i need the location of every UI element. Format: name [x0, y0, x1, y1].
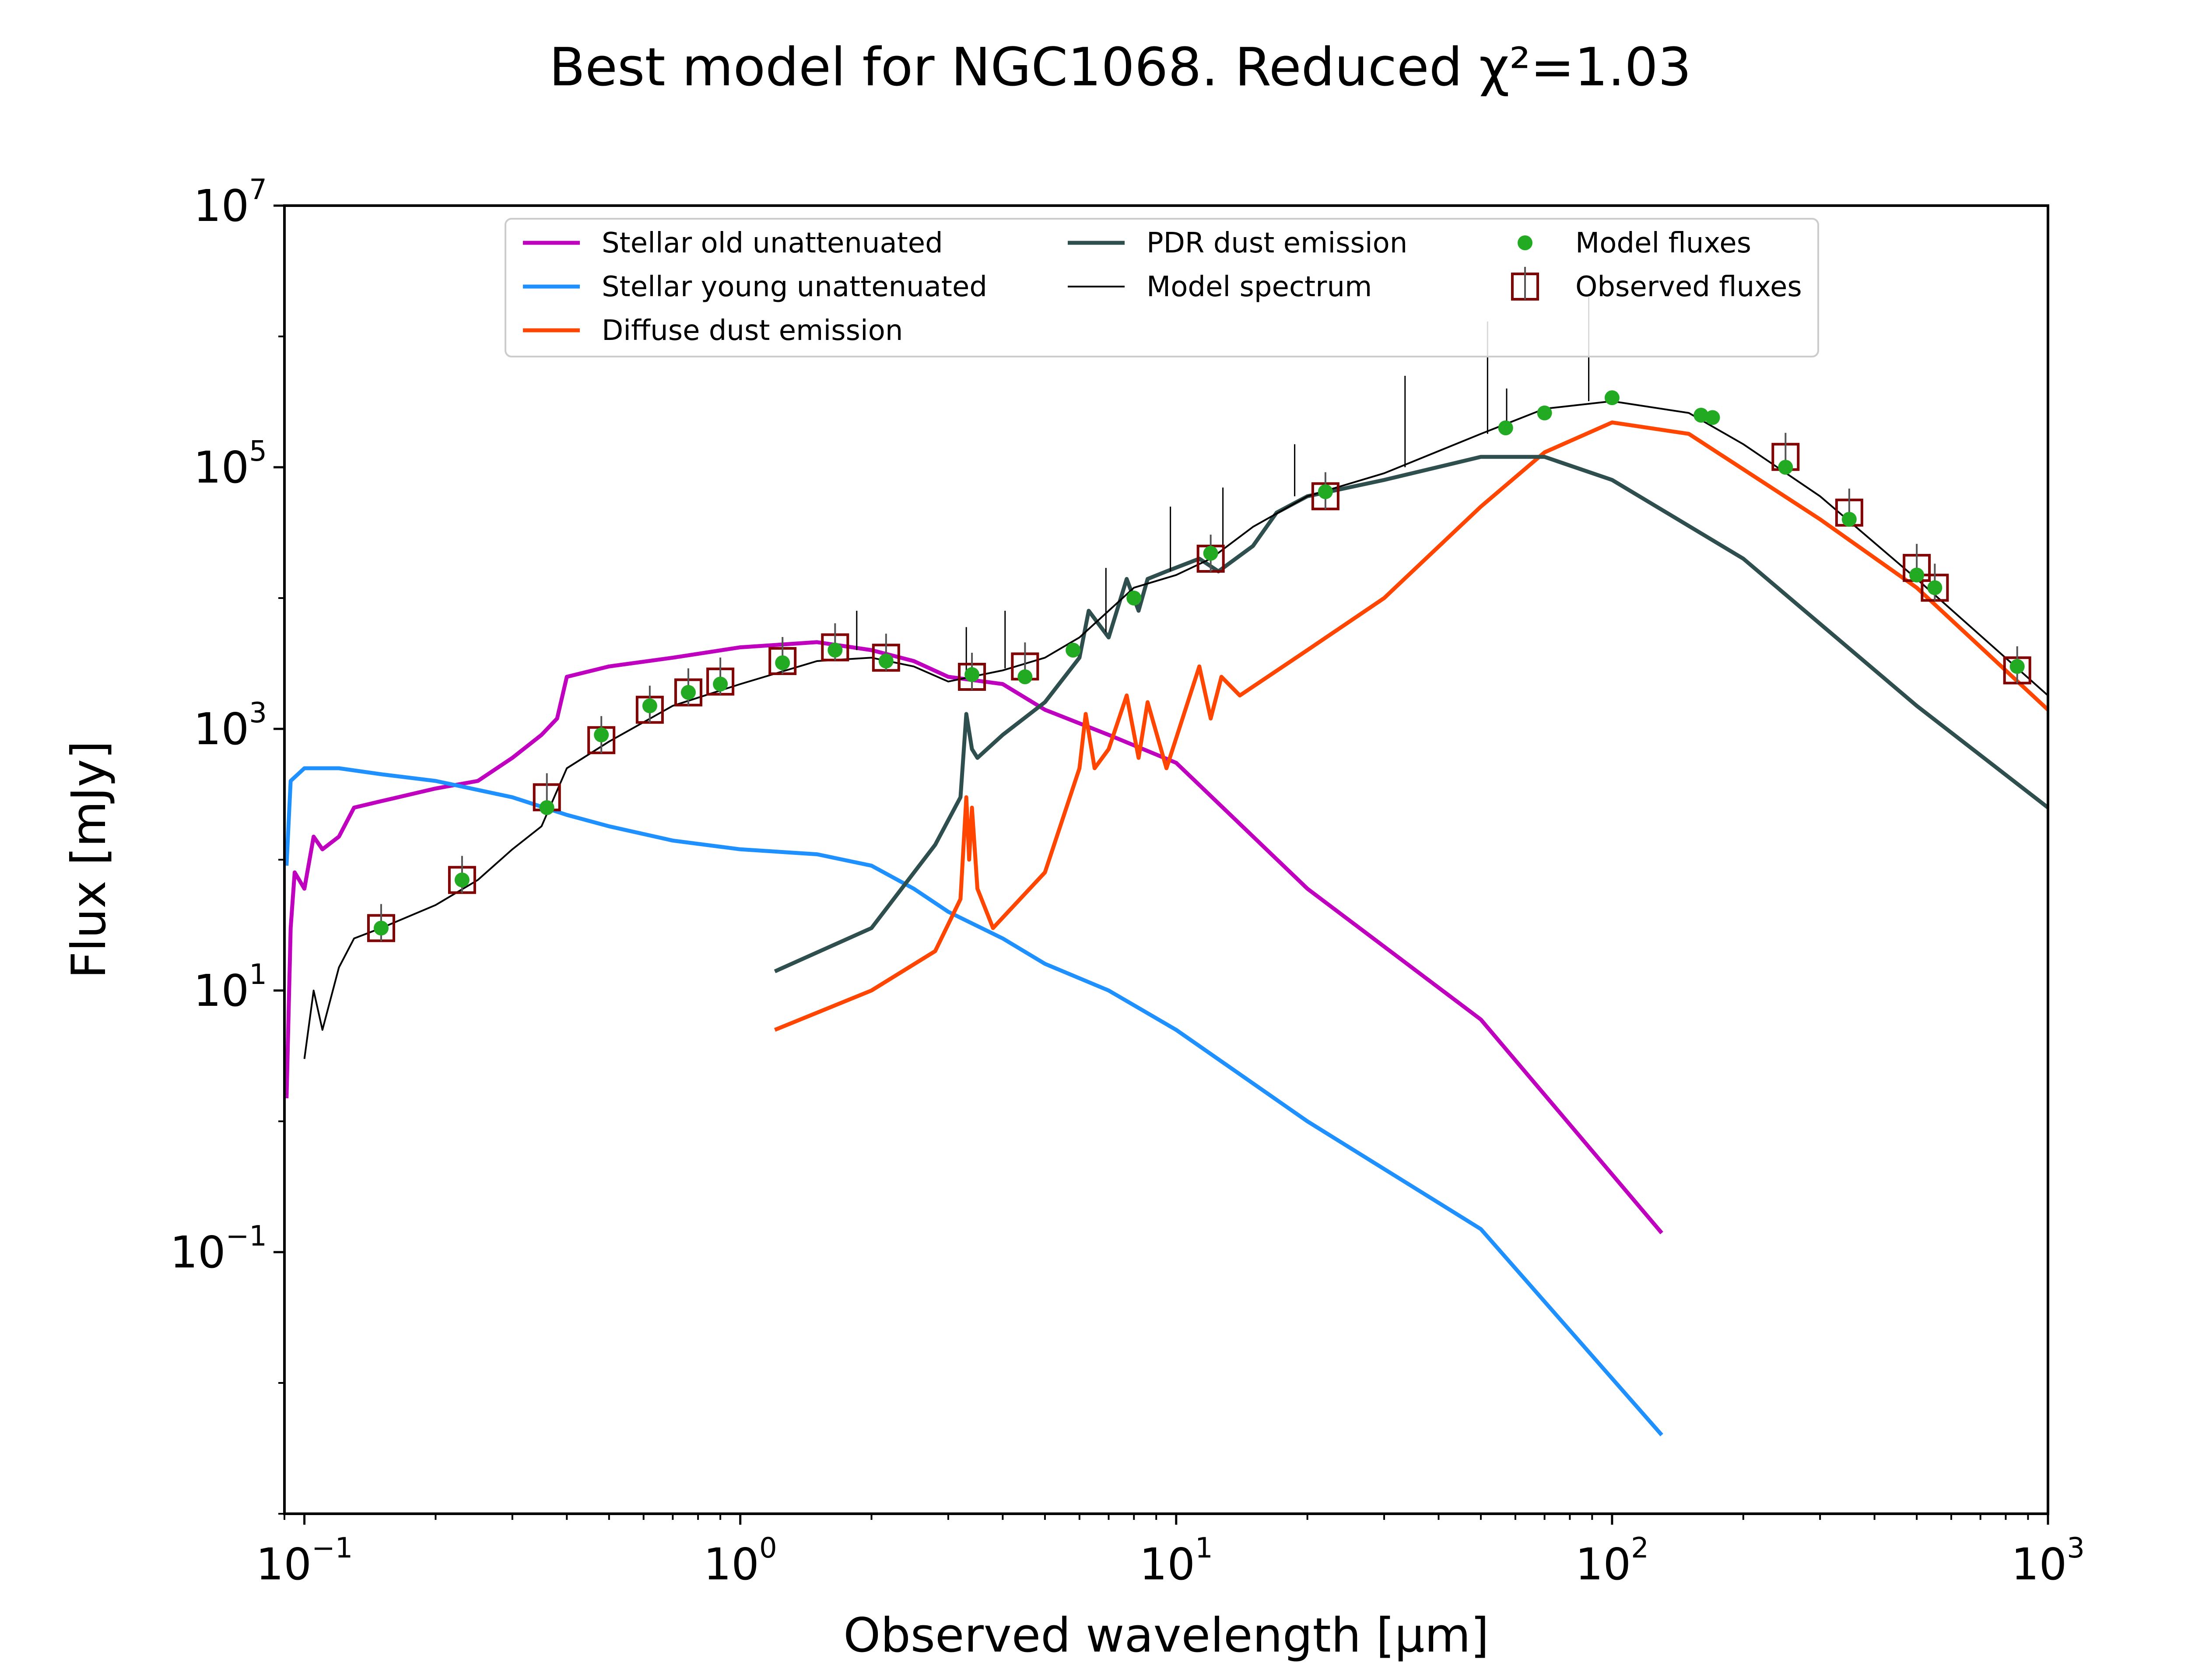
model-flux-point — [680, 685, 696, 700]
legend-label: Diffuse dust emission — [602, 315, 903, 347]
legend-label: Observed fluxes — [1575, 271, 1802, 303]
model-flux-point — [1017, 669, 1033, 685]
model-flux-point — [594, 727, 609, 742]
model-flux-point — [775, 655, 790, 670]
model-flux-point — [1066, 642, 1081, 658]
model-flux-point — [1537, 405, 1552, 420]
model-flux-point — [642, 698, 657, 714]
model-flux-point — [878, 653, 894, 668]
legend-item-stellar-old-unattenuated: Stellar old unattenuated — [523, 227, 943, 259]
y-tick-label: 103 — [193, 697, 267, 755]
legend-item-stellar-young-unattenuated: Stellar young unattenuated — [523, 271, 987, 303]
model-flux-point — [1203, 546, 1218, 561]
legend-box — [505, 218, 1819, 357]
series-diffuse-dust-emission — [774, 420, 2048, 1032]
model-flux-point — [454, 872, 470, 888]
model-flux-point — [1778, 460, 1793, 475]
plot-area — [283, 204, 2049, 1515]
model-flux-point — [964, 667, 980, 682]
x-axis: 10−1 100 101 102 103 — [256, 1514, 2085, 1590]
series-model-spectrum — [303, 400, 2048, 1059]
model-flux-point — [373, 920, 389, 936]
legend-item-pdr-dust-emission: PDR dust emission — [1068, 227, 1407, 259]
legend-item-diffuse-dust-emission: Diffuse dust emission — [523, 315, 903, 347]
model-flux-point — [1126, 591, 1142, 606]
model-flux-point — [1604, 390, 1620, 406]
legend-label: Stellar old unattenuated — [602, 227, 943, 259]
model-flux-point — [1841, 511, 1857, 527]
legend-items: Stellar old unattenuated Stellar young un… — [523, 227, 1802, 347]
series-stellar-young-unattenuated — [284, 766, 1663, 1436]
legend-swatch — [1518, 235, 1532, 250]
model-flux-point — [828, 642, 843, 658]
marker-layer — [367, 390, 2031, 942]
legend-item-model-fluxes: Model fluxes — [1518, 227, 1751, 259]
legend-label: PDR dust emission — [1147, 227, 1407, 259]
model-flux-point — [1705, 410, 1720, 425]
model-flux-point — [713, 676, 728, 692]
legend-label: Model fluxes — [1575, 227, 1751, 259]
legend-label: Stellar young unattenuated — [602, 271, 987, 303]
model-flux-point — [1694, 408, 1709, 423]
series-stellar-old-unattenuated — [284, 640, 1663, 1235]
model-flux-point — [1909, 567, 1925, 583]
legend-item-model-spectrum: Model spectrum — [1068, 271, 1372, 303]
y-tick-label: 101 — [193, 959, 267, 1016]
series-layer — [284, 297, 2048, 1436]
legend-label: Model spectrum — [1147, 271, 1372, 303]
legend: Stellar old unattenuated Stellar young un… — [505, 218, 1819, 357]
x-tick-label: 103 — [2011, 1532, 2085, 1590]
model-flux-point — [539, 800, 554, 816]
x-axis-label: Observed wavelength [μm] — [843, 1608, 1489, 1663]
legend-item-observed-fluxes: Observed fluxes — [1511, 267, 1802, 303]
model-flux-point — [1498, 420, 1513, 435]
series-pdr-dust-emission — [774, 455, 2048, 973]
model-flux-point — [1927, 580, 1943, 595]
model-flux-point — [2009, 659, 2025, 674]
y-axis-label: Flux [mJy] — [62, 741, 116, 979]
model-flux-point — [1318, 484, 1333, 499]
chart-title: Best model for NGC1068. Reduced χ²=1.03 — [549, 37, 1691, 98]
